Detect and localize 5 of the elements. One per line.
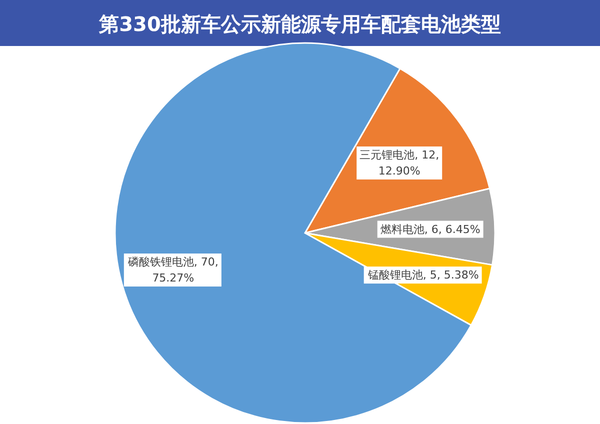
slice-label: 三元锂电池, 12, 12.90% [360, 148, 440, 178]
slice-label: 锰酸锂电池, 5, 5.38% [366, 268, 479, 282]
chart-title: 第330批新车公示新能源专用车配套电池类型 [98, 12, 501, 36]
slice-label: 磷酸铁锂电池, 70, 75.27% [126, 256, 218, 285]
slice-label: 燃料电池, 6, 6.45% [380, 222, 480, 236]
